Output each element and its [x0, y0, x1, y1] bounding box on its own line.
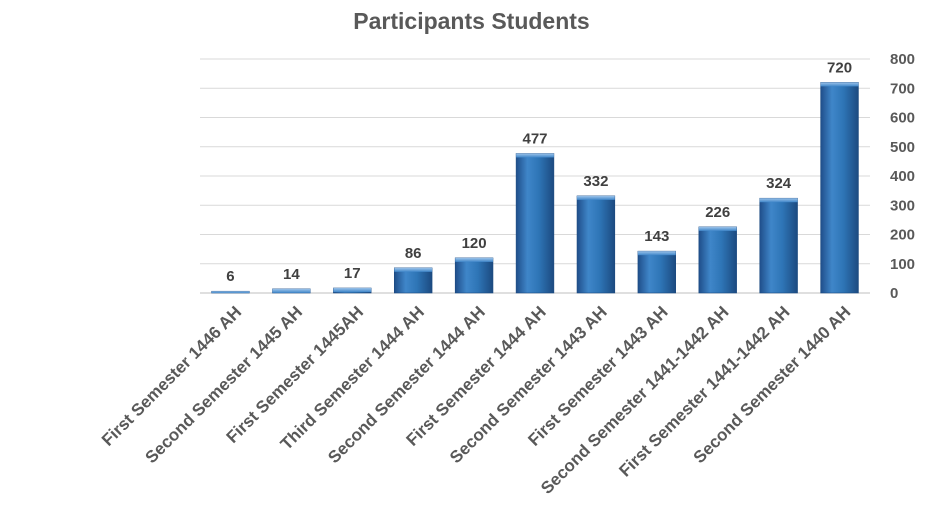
- bar-cap: [333, 288, 372, 293]
- bar: [454, 257, 494, 294]
- bar-cap: [698, 226, 737, 231]
- y-tick-label: 100: [890, 256, 915, 273]
- y-tick-label: 800: [890, 51, 915, 68]
- y-tick-label: 0: [890, 285, 898, 302]
- data-label: 332: [583, 173, 608, 190]
- y-tick-label: 300: [890, 197, 915, 214]
- y-tick-label: 400: [890, 168, 915, 185]
- data-label: 14: [283, 266, 300, 283]
- data-label: 226: [705, 204, 730, 221]
- data-labels: 6 14 17 86 120 477 332 143 226 324 720: [226, 59, 852, 285]
- bar-cap: [455, 257, 493, 262]
- data-label: 86: [405, 245, 422, 262]
- data-label: 17: [344, 265, 361, 282]
- y-axis-ticks: 0 100 200 300 400 500 600 700 800: [890, 51, 915, 302]
- bar: [393, 267, 433, 294]
- chart-title: Participants Students: [353, 8, 590, 34]
- bar: [759, 197, 798, 294]
- bar-cap: [211, 291, 250, 293]
- bars: [211, 82, 859, 294]
- bar: [576, 195, 616, 294]
- y-tick-label: 700: [890, 80, 915, 97]
- data-label: 120: [462, 235, 487, 252]
- bar-cap: [637, 251, 676, 256]
- bar: [637, 250, 676, 294]
- bar-cap: [272, 288, 311, 293]
- bar-cap: [577, 195, 615, 200]
- y-tick-label: 500: [890, 139, 915, 156]
- y-tick-label: 200: [890, 227, 915, 244]
- data-label: 720: [827, 59, 852, 76]
- y-tick-label: 600: [890, 110, 915, 127]
- data-label: 477: [522, 130, 547, 147]
- bar: [515, 153, 555, 294]
- bar-cap: [820, 82, 859, 87]
- data-label: 143: [644, 228, 669, 245]
- data-label: 6: [226, 268, 234, 285]
- bar-cap: [759, 198, 798, 203]
- bar: [820, 82, 859, 294]
- bar-cap: [516, 153, 554, 158]
- bar-cap: [394, 267, 433, 272]
- bar: [698, 226, 737, 294]
- data-label: 324: [766, 175, 792, 192]
